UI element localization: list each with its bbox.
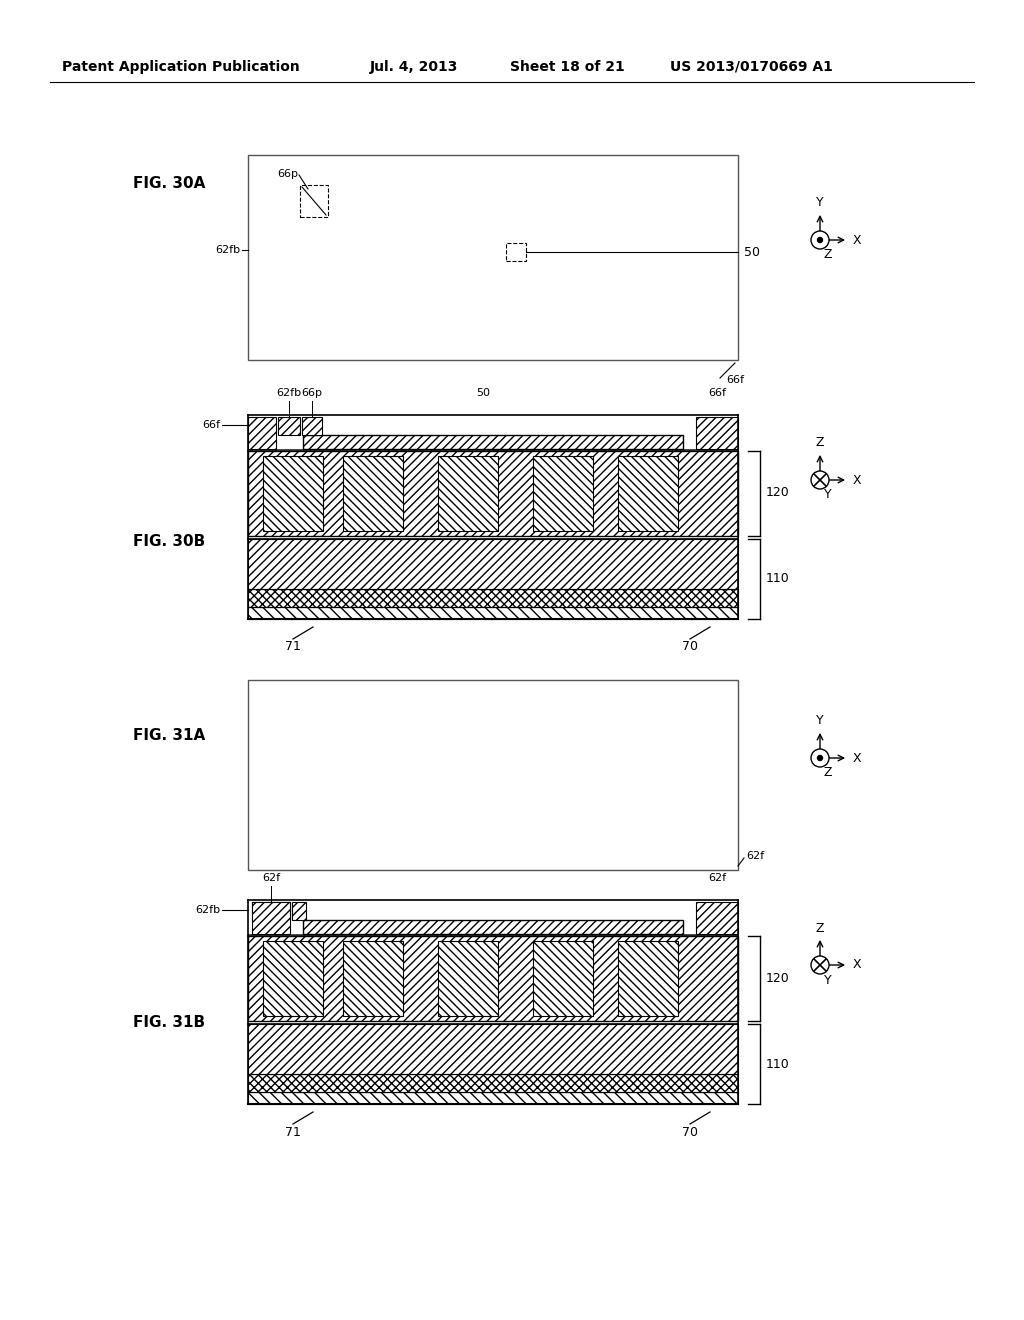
- Text: Patent Application Publication: Patent Application Publication: [62, 59, 300, 74]
- Circle shape: [817, 238, 822, 243]
- Bar: [303, 436, 683, 449]
- Text: Y: Y: [816, 197, 824, 210]
- Bar: [248, 680, 738, 870]
- Bar: [618, 455, 678, 531]
- Text: X: X: [853, 958, 861, 972]
- Text: 50: 50: [744, 246, 760, 259]
- Text: US 2013/0170669 A1: US 2013/0170669 A1: [670, 59, 833, 74]
- Text: 66p: 66p: [301, 388, 323, 399]
- Text: Y: Y: [824, 488, 831, 502]
- Circle shape: [811, 231, 829, 249]
- Bar: [300, 185, 328, 216]
- Bar: [534, 941, 593, 1016]
- Bar: [248, 539, 738, 589]
- Text: 66f: 66f: [202, 420, 220, 430]
- Bar: [438, 455, 498, 531]
- Bar: [263, 941, 323, 1016]
- Bar: [343, 941, 403, 1016]
- Text: Z: Z: [816, 437, 824, 450]
- Bar: [248, 589, 738, 607]
- Bar: [292, 902, 306, 920]
- Text: X: X: [853, 751, 861, 764]
- Text: Z: Z: [824, 248, 833, 261]
- Circle shape: [817, 755, 822, 760]
- Text: 62fb: 62fb: [276, 388, 301, 399]
- Bar: [248, 154, 738, 360]
- Text: 62fb: 62fb: [195, 906, 220, 915]
- Text: X: X: [853, 474, 861, 487]
- Text: 62f: 62f: [746, 851, 764, 861]
- Text: 71: 71: [285, 640, 301, 653]
- Text: 50: 50: [476, 388, 490, 399]
- Bar: [302, 417, 322, 436]
- Bar: [278, 417, 300, 436]
- Bar: [263, 455, 323, 531]
- Text: 120: 120: [766, 972, 790, 985]
- Text: Sheet 18 of 21: Sheet 18 of 21: [510, 59, 625, 74]
- Bar: [343, 455, 403, 531]
- Text: 66f: 66f: [726, 375, 744, 385]
- Text: 62f: 62f: [708, 873, 726, 883]
- Bar: [252, 902, 290, 920]
- Bar: [248, 1092, 738, 1104]
- Text: Jul. 4, 2013: Jul. 4, 2013: [370, 59, 459, 74]
- Text: 120: 120: [766, 487, 790, 499]
- Text: X: X: [853, 234, 861, 247]
- Text: FIG. 31A: FIG. 31A: [133, 727, 205, 742]
- Bar: [248, 607, 738, 619]
- Bar: [534, 455, 593, 531]
- Bar: [248, 417, 276, 449]
- Text: Y: Y: [816, 714, 824, 727]
- Bar: [618, 941, 678, 1016]
- Text: Z: Z: [816, 921, 824, 935]
- Bar: [252, 902, 290, 935]
- Bar: [696, 417, 738, 449]
- Text: FIG. 30A: FIG. 30A: [133, 176, 206, 190]
- Text: 110: 110: [766, 573, 790, 586]
- Text: 62f: 62f: [262, 873, 280, 883]
- Text: 66f: 66f: [708, 388, 726, 399]
- Text: 110: 110: [766, 1057, 790, 1071]
- Text: 62fb: 62fb: [215, 246, 240, 255]
- Bar: [248, 1024, 738, 1074]
- Circle shape: [811, 956, 829, 974]
- Text: Z: Z: [824, 767, 833, 780]
- Bar: [248, 1074, 738, 1092]
- Bar: [248, 936, 738, 1020]
- Bar: [506, 243, 526, 261]
- Text: 66p: 66p: [278, 169, 298, 180]
- Text: 71: 71: [285, 1126, 301, 1138]
- Bar: [248, 451, 738, 536]
- Text: Y: Y: [824, 974, 831, 986]
- Text: FIG. 30B: FIG. 30B: [133, 535, 205, 549]
- Bar: [438, 941, 498, 1016]
- Text: FIG. 31B: FIG. 31B: [133, 1015, 205, 1030]
- Circle shape: [811, 471, 829, 488]
- Text: 70: 70: [682, 1126, 698, 1138]
- Circle shape: [811, 748, 829, 767]
- Bar: [303, 920, 683, 935]
- Bar: [696, 902, 738, 935]
- Text: 70: 70: [682, 640, 698, 653]
